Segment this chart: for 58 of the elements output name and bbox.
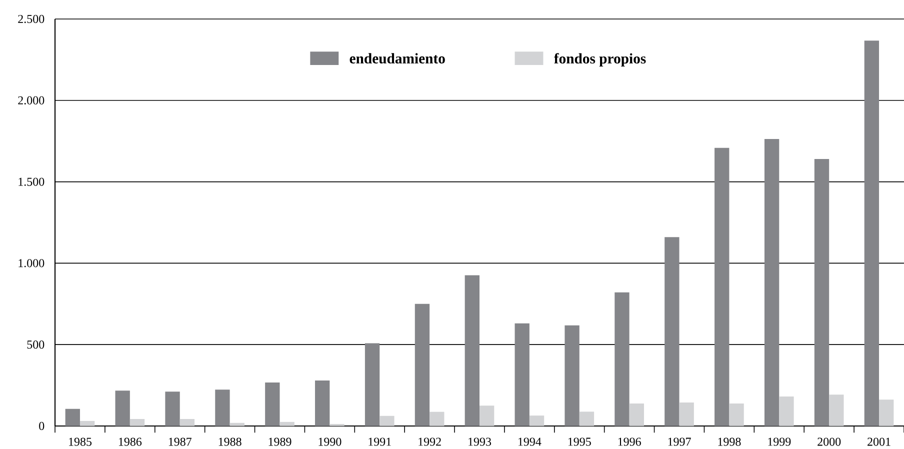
y-tick-label: 1.000 — [18, 259, 44, 268]
bar — [464, 275, 480, 426]
x-tick-label: 1989 — [268, 438, 292, 446]
x-tick-label: 2001 — [868, 438, 890, 446]
x-tick-label: 1998 — [718, 438, 741, 446]
bar — [564, 325, 580, 426]
legend-label: endeudamiento — [350, 53, 445, 64]
bar — [230, 422, 244, 426]
bar — [480, 406, 494, 426]
x-tick-label: 1985 — [69, 438, 92, 446]
bar — [829, 394, 844, 426]
y-tick-label: 500 — [27, 340, 44, 349]
x-tick-label: 1992 — [418, 438, 441, 446]
y-tick-label: 0 — [39, 422, 44, 430]
x-tick-label: 2000 — [818, 438, 841, 446]
bar — [65, 408, 80, 426]
x-tick-label: 1995 — [568, 438, 591, 446]
x-tick-label: 1997 — [668, 438, 691, 446]
x-tick-label: 1986 — [118, 438, 142, 446]
bar — [514, 323, 530, 426]
x-tick-label: 1988 — [218, 438, 242, 446]
bar — [115, 390, 130, 426]
x-tick-label: 1987 — [168, 438, 192, 446]
x-tick-label: 1991 — [368, 438, 391, 446]
bar — [364, 343, 380, 426]
bar — [165, 392, 180, 426]
bar — [265, 382, 280, 426]
bar — [579, 412, 594, 426]
bar — [629, 404, 644, 426]
bar — [80, 420, 95, 426]
y-tick-label: 1.500 — [18, 178, 44, 186]
bar — [764, 138, 780, 426]
bar — [215, 390, 230, 426]
bar — [864, 40, 880, 426]
y-tick-label: 2.500 — [18, 14, 44, 24]
bar — [714, 148, 730, 426]
bar — [879, 400, 894, 426]
x-tick-label: 1993 — [468, 438, 492, 446]
bar — [529, 416, 544, 426]
legend-label: fondos propios — [554, 53, 646, 67]
bar — [280, 422, 294, 426]
bar — [130, 418, 145, 426]
bar — [430, 412, 444, 426]
bar — [414, 304, 430, 426]
bar — [664, 237, 680, 426]
bar — [779, 396, 794, 426]
bar — [679, 402, 694, 426]
bar — [315, 380, 330, 426]
bar — [729, 404, 744, 426]
x-tick-label: 1996 — [618, 438, 641, 446]
bar — [814, 159, 830, 426]
bar — [380, 416, 394, 426]
x-tick-label: 1994 — [518, 438, 542, 446]
x-tick-label: 1990 — [318, 438, 342, 446]
y-tick-label: 2.000 — [18, 96, 44, 104]
x-tick-label: 1999 — [768, 438, 791, 446]
bar — [180, 418, 195, 426]
bar — [614, 292, 630, 426]
